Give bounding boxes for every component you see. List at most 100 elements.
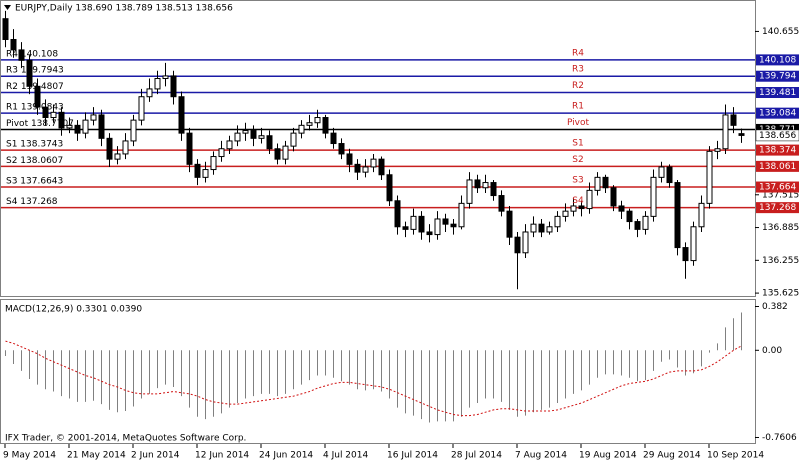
x-tick-label: 7 Aug 2014 [515,451,567,461]
candle-body [394,200,401,228]
candle-body [58,111,65,129]
level-price-box [756,123,799,135]
candle-body [730,114,737,126]
candle-body [738,133,745,136]
candle-body [506,210,513,238]
levels [1,59,755,209]
candle-body [98,114,105,139]
level-price-box [756,202,799,214]
candle-body [170,75,177,98]
x-tick-label: 10 Sep 2014 [707,451,764,461]
level-name: R4 [572,48,584,58]
candle-body [74,124,81,134]
level-price-box [756,70,799,82]
candle-body [562,210,569,217]
level-label: R4 140.108 [6,49,58,59]
candle-body [250,130,257,139]
candle-body [706,150,713,204]
level-name: R3 [572,65,584,75]
candle-body [418,215,425,233]
candle-body [202,169,209,178]
candle-body [346,153,353,165]
candle-body [698,202,705,228]
level-name: S4 [572,196,584,206]
candle-body [674,182,681,249]
level-price-label: 139.794 [759,72,796,82]
candle-body [234,132,241,142]
x-tick-label: 4 Jul 2014 [323,451,368,461]
level-label: R2 139.4807 [6,82,64,92]
candle-body [242,130,249,134]
level-name: R1 [572,102,584,112]
candle-body [50,111,57,119]
candle-body [650,176,657,217]
candle-body [642,215,649,230]
level-price-box [756,107,799,119]
level-name: S3 [572,176,583,186]
candle-body [402,226,409,230]
candle-body [282,145,289,160]
candle-body [658,166,665,178]
y-tick-label: 137.515 [762,190,799,200]
candle-body [434,218,441,236]
level-label: S3 137.6643 [6,177,63,187]
level-label: S1 138.3743 [6,140,63,150]
x-tick-label: 24 Jun 2014 [259,451,313,461]
candle-body [554,215,561,228]
candle-body [626,210,633,223]
level-price-label: 138.374 [759,146,796,156]
candle-body [514,236,521,254]
level-price-box [756,181,799,193]
candle-body [82,119,89,134]
candle-body [146,88,153,98]
candle-body [458,202,465,228]
candle-body [186,132,193,165]
candle-body [66,124,73,129]
candle-body [266,135,273,150]
x-tick-label: 2 Jun 2014 [131,451,180,461]
candle-body [714,148,721,152]
footer: IFX Trader, © 2001-2014, MetaQuotes Soft… [5,434,246,444]
candle-body [498,195,505,212]
candle-body [586,189,593,210]
last-price-box [755,129,799,142]
candle-body [466,179,473,204]
macd-y-tick-label: 0.382 [762,302,788,312]
candle-body [682,247,689,262]
candle-body [442,218,449,225]
overlay: 140.655 137.515 136.885 136.255 135.625 R4 14… [3,27,799,461]
level-price-box [756,87,799,99]
candle-body [298,124,305,134]
candle-body [594,176,601,191]
macd-y-tick-label: -0.7606 [762,433,797,443]
candle-body [482,182,489,189]
candle-body [538,223,545,233]
x-tick-label: 21 May 2014 [67,451,126,461]
x-tick-label: 28 Jul 2014 [451,451,502,461]
candle-body [226,140,233,150]
candle-body [354,163,361,173]
level-label: Pivot 138.7707 [6,119,74,129]
x-tick-label: 12 Jun 2014 [195,451,249,461]
y-tick-label: 136.885 [762,223,799,233]
candle-body [690,226,697,262]
candle-body [386,174,393,202]
candle-body [34,85,41,108]
level-price-label: 137.664 [759,183,796,193]
candle-body [546,226,553,233]
candle-body [210,156,217,171]
candle-body [114,153,121,160]
level-price-label: 139.084 [759,109,796,119]
level-label: R1 139.0843 [6,103,64,113]
y-tick-label: 135.625 [762,289,799,299]
level-price-box [756,144,799,156]
x-tick-label: 9 May 2014 [3,451,56,461]
level-price-box [756,160,799,172]
candle-body [218,148,225,158]
candle-body [314,117,321,124]
candle-body [258,135,265,139]
candle-body [154,78,161,90]
candle-body [426,231,433,236]
candle-body [410,215,417,230]
